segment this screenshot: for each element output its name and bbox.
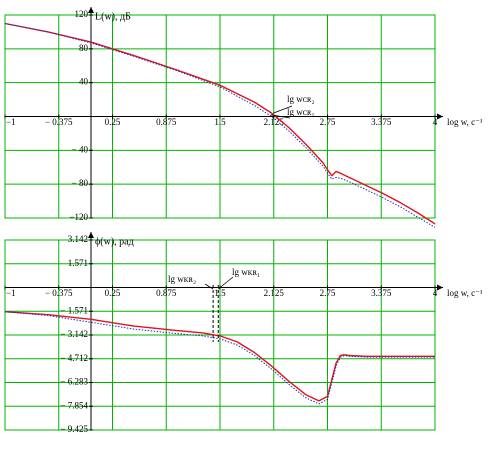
y-tick-label: − 1.571	[60, 305, 88, 315]
x-tick-label: 0.25	[105, 117, 121, 127]
x-tick-label: − 0.375	[45, 117, 73, 127]
magnitude-chart: −1 − 0.375 0.25 0.875 1.5 2.125 2.75 3.375 4 120 8…	[4, 7, 483, 228]
series-line-dotted	[4, 23, 436, 228]
annotation-label: lg wᴄʀ₁	[287, 107, 315, 117]
y-axis-label: ϕ(w), рад	[95, 236, 134, 247]
x-axis-arrow	[437, 284, 443, 291]
y-tick-label: − 4.712	[60, 353, 88, 363]
y-tick-label: 3.142	[68, 234, 88, 244]
y-tick-label: 1.571	[68, 258, 88, 268]
annotation-leader	[204, 283, 214, 290]
y-tick-label: − 80	[72, 178, 89, 188]
x-tick-label: − 0.375	[45, 288, 73, 298]
x-tick-label: 3.375	[371, 288, 392, 298]
annotation-label: lg wᴋʀ₁	[232, 267, 260, 277]
annotation-leader	[218, 276, 234, 290]
y-tick-label: 120	[75, 9, 89, 19]
series-line-dotted	[4, 311, 435, 405]
x-tick-label: 4	[433, 288, 438, 298]
y-axis-arrow	[88, 7, 94, 13]
x-tick-label: 1.5	[214, 288, 226, 298]
series-line-solid	[4, 22, 436, 225]
y-tick-label: 80	[79, 43, 89, 53]
y-tick-label: − 6.283	[60, 377, 88, 387]
x-tick-label: 3.375	[371, 117, 392, 127]
y-tick-label: − 7.854	[60, 400, 88, 410]
x-tick-label: −1	[6, 117, 16, 127]
y-tick-label: 40	[79, 77, 89, 87]
x-axis-label: log w, c⁻¹	[447, 288, 483, 298]
x-tick-label: 2.125	[264, 117, 285, 127]
y-tick-label: − 40	[72, 144, 89, 154]
x-axis-arrow	[437, 113, 443, 120]
annotation-leader	[273, 105, 293, 114]
x-tick-label: 2.125	[264, 288, 285, 298]
y-tick-label: −120	[69, 212, 88, 222]
x-tick-label: 4	[433, 117, 438, 127]
x-axis-label: log w, c⁻¹	[447, 117, 483, 127]
x-tick-label: 0.875	[156, 117, 177, 127]
y-tick-label: − 3.142	[60, 329, 88, 339]
y-tick-label: − 9.425	[60, 424, 88, 434]
series-line-solid	[4, 311, 435, 402]
phase-chart: −1 − 0.375 0.25 0.875 1.5 2.125 2.75 3.375 4 3.14…	[4, 232, 483, 434]
x-tick-label: 2.75	[320, 288, 336, 298]
x-tick-label: 0.875	[156, 288, 177, 298]
annotation-label: lg wᴄʀ₂	[287, 94, 315, 104]
x-tick-label: 0.25	[105, 288, 121, 298]
annotation-label: lg wᴋʀ₂	[168, 274, 196, 284]
x-tick-label: 1.5	[214, 117, 226, 127]
x-tick-label: 2.75	[320, 117, 336, 127]
x-tick-label: −1	[6, 288, 16, 298]
y-axis-arrow	[88, 232, 94, 238]
y-axis-label: L(w), дБ	[95, 11, 131, 22]
annotation-leader	[270, 114, 291, 119]
